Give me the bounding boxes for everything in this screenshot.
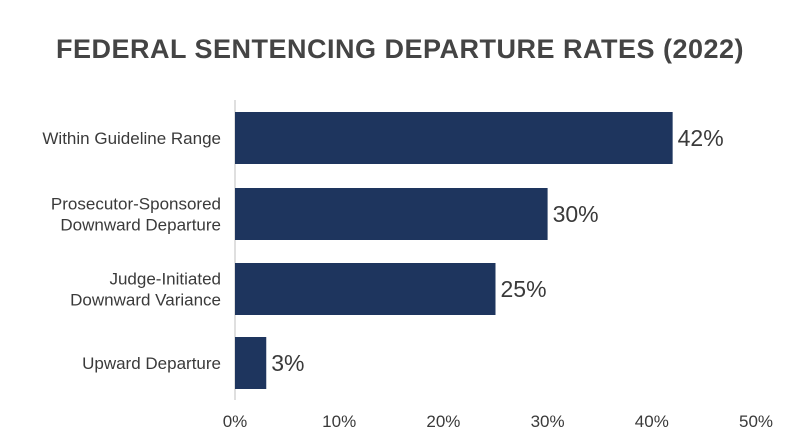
data-label: 25% [501, 276, 547, 302]
category-label-line: Downward Departure [60, 216, 221, 235]
category-label-line: Prosecutor-Sponsored [51, 195, 221, 214]
category-label-line: Within Guideline Range [42, 129, 221, 148]
x-tick-label: 30% [531, 412, 565, 431]
data-label: 30% [553, 201, 599, 227]
chart-title: FEDERAL SENTENCING DEPARTURE RATES (2022… [55, 34, 745, 64]
category-label: Within Guideline Range [42, 129, 221, 148]
category-label-line: Downward Variance [70, 291, 221, 310]
category-label: Judge-Initiated Downward Variance [70, 270, 221, 310]
bar [235, 188, 548, 240]
data-label: 42% [678, 125, 724, 151]
category-label: Prosecutor-Sponsored Downward Departure [51, 195, 221, 235]
x-tick-label: 10% [322, 412, 356, 431]
category-label: Upward Departure [82, 354, 221, 373]
bar [235, 112, 673, 164]
x-tick-label: 50% [739, 412, 773, 431]
x-tick-label: 40% [635, 412, 669, 431]
x-tick-label: 0% [223, 412, 248, 431]
x-tick-label: 20% [426, 412, 460, 431]
category-label-line: Judge-Initiated [109, 270, 221, 289]
category-label-line: Upward Departure [82, 354, 221, 373]
data-label: 3% [271, 350, 304, 376]
bar [235, 263, 496, 315]
bar [235, 337, 267, 389]
